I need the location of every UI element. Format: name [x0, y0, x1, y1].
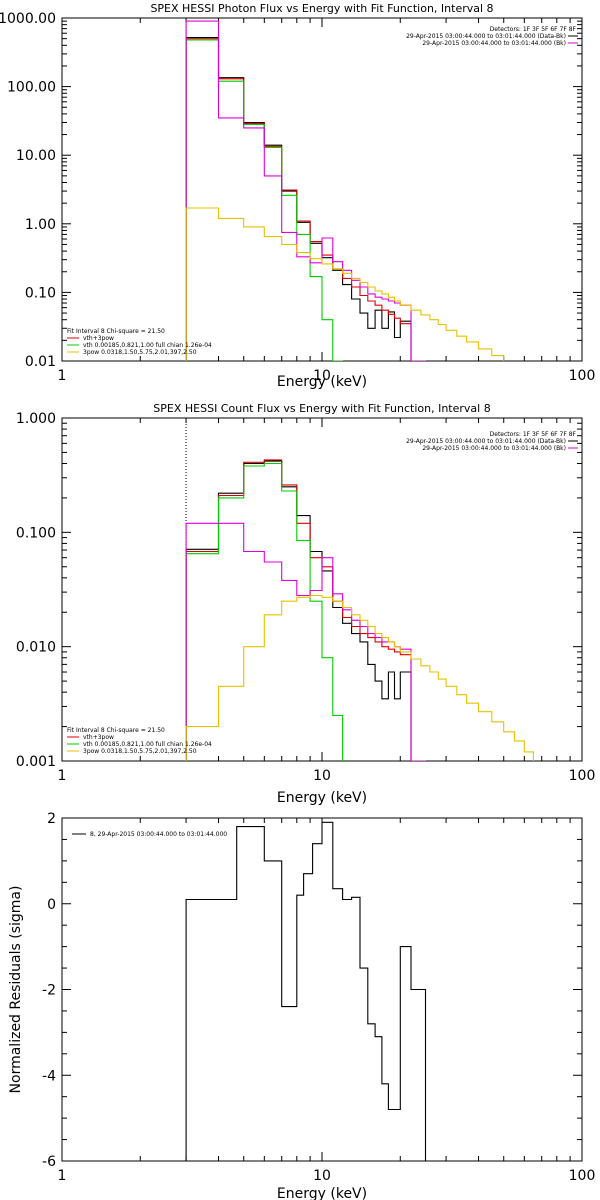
chart-panel-1: SPEX HESSI Photon Flux vs Energy with Fi… [0, 2, 595, 390]
plot-frame [61, 817, 583, 1162]
y-tick-label: 2 [47, 811, 56, 827]
y-tick-label: 0 [47, 897, 56, 913]
x-tick-label: 100 [569, 768, 596, 784]
legend-entry: 29-Apr-2015 03:00:44.000 to 03:01:44.000… [422, 445, 566, 452]
fit-legend-entry: Fit Interval 8 Chi-square = 21.50 [67, 328, 165, 335]
series-1-line [185, 460, 427, 761]
y-tick-label: 0.01 [25, 354, 56, 370]
fit-legend-entry: vth 0.00185,0.821,1.00 full chian 1.26e-… [83, 741, 212, 748]
chart-title: SPEX HESSI Count Flux vs Energy with Fit… [153, 402, 490, 415]
chart-title: SPEX HESSI Photon Flux vs Energy with Fi… [150, 2, 493, 15]
y-tick-label: -2 [42, 983, 56, 999]
series-2-line [185, 459, 412, 761]
y-tick-label: 1.000 [16, 411, 56, 427]
fit-legend-entry: Fit Interval 8 Chi-square = 21.50 [67, 727, 165, 734]
x-axis-label: Energy (keV) [277, 790, 367, 806]
y-tick-label: 100.00 [7, 80, 56, 96]
y-tick-label: -6 [42, 1154, 56, 1170]
x-tick-label: 100 [569, 368, 596, 384]
fit-legend-entry: 3pow 0.0318,1.50,5.75,2.01,397,2.50 [83, 349, 197, 356]
legend-entry: 29-Apr-2015 03:00:44.000 to 03:01:44.000… [406, 33, 566, 40]
y-tick-label: 10.00 [16, 148, 56, 164]
legend-entry: 29-Apr-2015 03:00:44.000 to 03:01:44.000… [406, 438, 566, 445]
chart-panel-3: 1 10 100 -6 -4 -2 0 2 Energy (keV) Normalized Res… [8, 811, 595, 1200]
legend-entry: Detectors: 1F 3F 5F 6F 7F 8F [490, 26, 577, 33]
series-4-line [185, 522, 427, 761]
x-tick-label: 10 [313, 1168, 331, 1184]
x-axis-label: Energy (keV) [277, 374, 367, 390]
series-group [185, 459, 534, 761]
y-tick-label: 1.00 [25, 217, 56, 233]
x-tick-label: 10 [313, 768, 331, 784]
chart-panel-2: SPEX HESSI Count Flux vs Energy with Fit… [16, 402, 595, 806]
y-axis-label: Normalized Residuals (sigma) [8, 886, 24, 1094]
series-2-line [185, 38, 412, 361]
legend-entry: Detectors: 1F 3F 5F 6F 7F 8F [490, 431, 577, 438]
x-tick-label: 10 [313, 368, 331, 384]
series-group [185, 20, 505, 361]
y-tick-label: -4 [42, 1068, 56, 1084]
series-5-line [185, 207, 505, 361]
x-tick-label: 100 [569, 1168, 596, 1184]
series-group [185, 821, 427, 1161]
fit-legend-entry: vth+3pow [83, 734, 114, 741]
x-tick-label: 1 [58, 368, 67, 384]
y-tick-label: 0.001 [16, 754, 56, 770]
fit-legend-entry: vth+3pow [83, 335, 114, 342]
x-axis-label: Energy (keV) [277, 1186, 367, 1200]
fit-legend-entry: vth 0.00185,0.821,1.00 full chian 1.26e-… [83, 342, 212, 349]
series-5-line [185, 594, 534, 761]
x-tick-label: 1 [58, 768, 67, 784]
y-tick-label: 1000.00 [0, 11, 56, 27]
legend-entry: 29-Apr-2015 03:00:44.000 to 03:01:44.000… [422, 40, 566, 47]
series-4-line [185, 20, 427, 361]
y-tick-label: 0.010 [16, 640, 56, 656]
series-1-line [185, 36, 427, 361]
fit-legend-entry: 3pow 0.0318,1.50,5.75,2.01,397,2.50 [83, 748, 197, 755]
x-tick-label: 1 [58, 1168, 67, 1184]
legend-entry: 8, 29-Apr-2015 03:00:44.000 to 03:01:44.… [90, 831, 227, 838]
series-1-line [185, 821, 427, 1161]
y-tick-label: 0.10 [25, 285, 56, 301]
y-tick-label: 0.100 [16, 525, 56, 541]
series-3-line [185, 39, 344, 361]
series-3-line [185, 462, 344, 761]
